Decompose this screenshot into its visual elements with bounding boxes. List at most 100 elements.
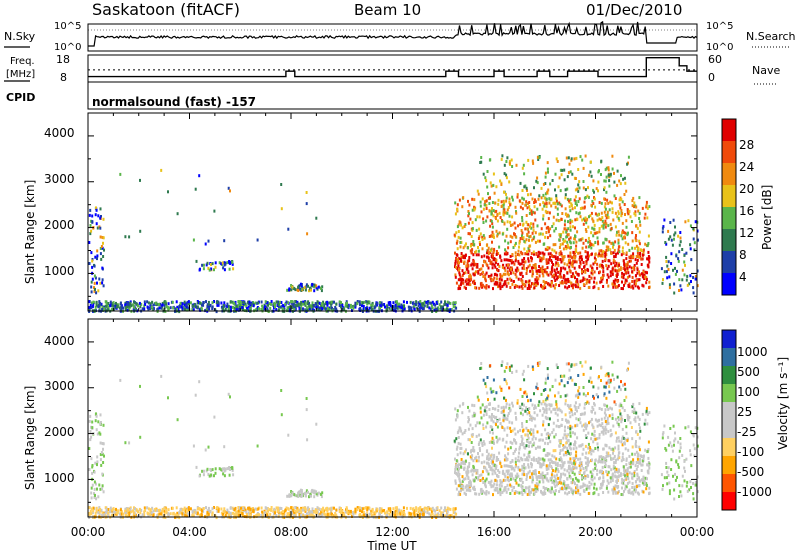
velocity-echo — [149, 513, 151, 516]
velocity-echo — [454, 507, 457, 511]
power-echo — [305, 306, 308, 310]
velocity-echo — [309, 492, 312, 496]
power-echo — [103, 307, 106, 311]
power-echo — [490, 212, 493, 216]
power-echo — [542, 214, 545, 218]
power-echo — [608, 184, 611, 188]
velocity-echo — [460, 465, 462, 469]
power-echo — [568, 258, 570, 262]
velocity-echo — [546, 472, 549, 476]
power-echo — [635, 224, 638, 228]
power-echo — [636, 266, 639, 270]
power-echo — [625, 257, 628, 261]
velocity-echo — [614, 470, 616, 474]
power-echo — [678, 243, 681, 247]
power-echo — [89, 232, 92, 236]
power-echo — [576, 187, 579, 191]
power-echo — [692, 237, 695, 241]
velocity-echo — [465, 470, 468, 474]
velocity-echo — [93, 487, 96, 491]
power-echo — [633, 268, 636, 272]
power-echo — [471, 221, 474, 225]
power-echo — [514, 226, 517, 230]
power-echo — [565, 280, 568, 284]
velocity-echo — [471, 468, 474, 472]
velocity-echo — [346, 511, 349, 515]
velocity-echo — [514, 457, 517, 461]
power-echo — [431, 306, 434, 310]
velocity-echo — [577, 479, 580, 483]
velocity-echo — [429, 513, 432, 517]
velocity-echo — [506, 472, 509, 476]
power-echo — [548, 258, 551, 262]
power-echo — [326, 303, 329, 307]
power-echo — [505, 173, 508, 177]
velocity-echo — [94, 511, 97, 515]
velocity-echo — [468, 465, 471, 469]
velocity-echo — [558, 458, 561, 461]
power-echo — [516, 193, 519, 197]
power-echo — [520, 229, 523, 232]
power-echo — [642, 248, 645, 252]
velocity-echo — [328, 507, 331, 511]
power-echo — [537, 250, 540, 254]
velocity-echo — [306, 438, 309, 442]
velocity-echo — [128, 513, 131, 517]
velocity-echo — [495, 483, 498, 487]
power-echo — [577, 168, 580, 171]
power-echo — [521, 252, 524, 256]
power-echo — [209, 304, 212, 308]
velocity-echo — [291, 491, 294, 495]
velocity-echo — [229, 468, 232, 471]
power-echo — [581, 246, 584, 250]
power-echo — [484, 176, 487, 180]
velocity-echo — [565, 484, 567, 488]
velocity-echo — [133, 514, 136, 518]
power-echo — [631, 270, 634, 274]
power-echo — [315, 286, 318, 290]
velocity-echo — [304, 491, 307, 495]
velocity-echo — [615, 467, 618, 471]
power-echo — [489, 249, 492, 253]
velocity-echo — [229, 506, 232, 510]
power-echo — [520, 250, 523, 254]
power-echo — [581, 158, 584, 162]
power-echo — [515, 163, 518, 167]
velocity-echo — [304, 506, 306, 510]
power-echo — [617, 216, 620, 220]
velocity-echo — [309, 494, 312, 498]
power-echo — [463, 285, 466, 289]
power-echo — [564, 267, 567, 271]
power-echo — [633, 279, 636, 283]
power-echo — [460, 278, 463, 282]
power-echo — [101, 246, 104, 250]
velocity-echo — [158, 508, 160, 512]
velocity-echo — [454, 468, 457, 471]
velocity-echo — [567, 485, 570, 489]
power-echo — [308, 289, 310, 293]
power-echo — [503, 201, 506, 205]
power-echo — [519, 205, 522, 209]
velocity-echo — [525, 478, 528, 481]
power-echo — [88, 241, 91, 244]
velocity-echo — [542, 475, 545, 479]
power-echo — [266, 307, 269, 311]
power-echo — [620, 253, 623, 257]
velocity-echo — [506, 478, 509, 482]
power-echo — [454, 201, 457, 205]
velocity-echo — [467, 477, 470, 481]
power-echo — [158, 302, 160, 306]
power-echo — [527, 284, 530, 287]
velocity-echo — [198, 380, 201, 384]
power-echo — [331, 300, 334, 304]
velocity-echo — [305, 397, 308, 400]
cpid-label: CPID — [6, 91, 35, 104]
power-echo — [306, 232, 309, 236]
power-echo — [149, 307, 151, 310]
power-echo — [517, 277, 520, 281]
power-echo — [623, 203, 626, 206]
velocity-echo — [137, 510, 139, 514]
power-echo — [254, 301, 257, 305]
power-echo — [486, 243, 489, 247]
